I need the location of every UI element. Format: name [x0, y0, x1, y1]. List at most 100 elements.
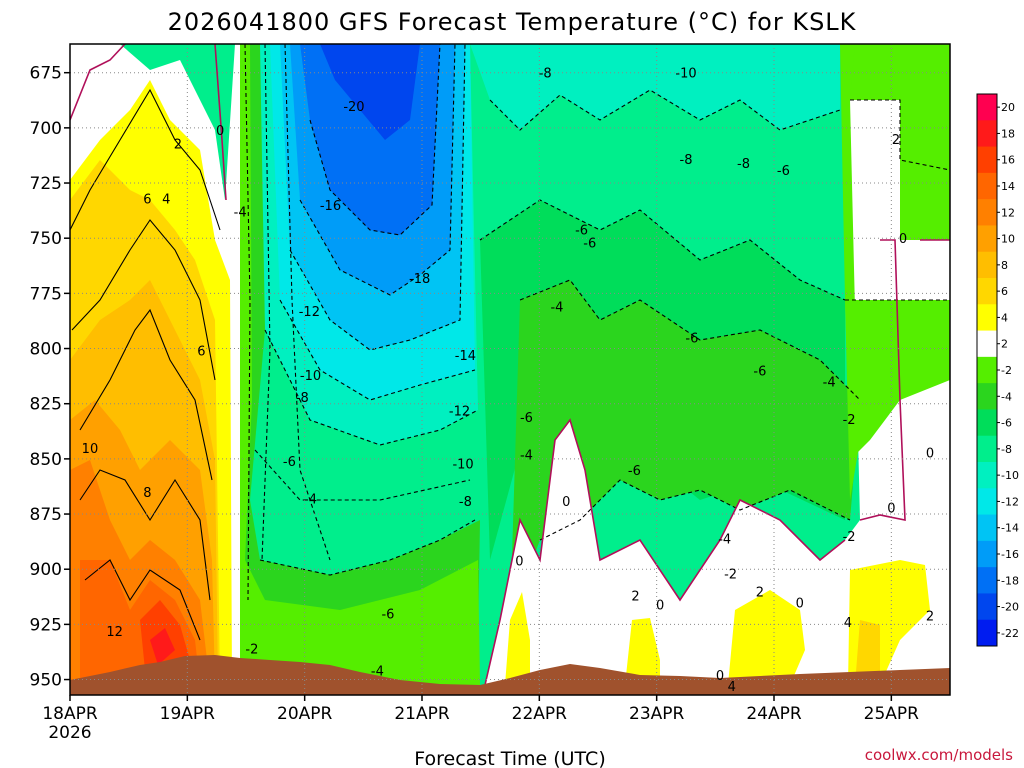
colorbar-tick-label: 4 — [1001, 311, 1008, 324]
x-tick-label: 24APR — [746, 704, 802, 724]
colorbar-swatch — [977, 304, 997, 332]
cold-pool-minus-22 — [320, 44, 420, 140]
colorbar-tick-label: 8 — [1001, 259, 1008, 272]
contour-label: 0 — [562, 495, 570, 510]
colorbar-swatch — [977, 225, 997, 253]
y-tick-label: 700 — [30, 119, 62, 139]
y-tick-label: 950 — [30, 671, 62, 691]
contour-label: -8 — [737, 157, 750, 172]
orange-pocket-right — [855, 620, 880, 685]
yellow-pockets-right-2 — [625, 618, 660, 685]
colorbar-swatch — [977, 330, 997, 358]
contour-label: 4 — [844, 616, 852, 631]
colorbar-swatch — [977, 94, 997, 121]
x-tick-label: 25APR — [864, 704, 920, 724]
colorbar-swatch — [977, 356, 997, 384]
contour-label: -2 — [843, 530, 856, 545]
contour-label: 4 — [162, 192, 170, 207]
contour-label: 0 — [515, 554, 523, 569]
colorbar-tick-label: 18 — [1001, 127, 1015, 140]
colorbar-swatch — [977, 146, 997, 174]
contour-label: -4 — [520, 448, 533, 463]
yellow-pockets-right-3 — [728, 590, 805, 685]
contour-label: -6 — [283, 455, 296, 470]
terrain — [70, 655, 950, 695]
contour-label: -12 — [299, 305, 320, 320]
colorbar-swatch — [977, 199, 997, 226]
y-tick-label: 750 — [30, 229, 62, 249]
contour-label: 0 — [216, 124, 224, 139]
gridlines — [70, 44, 950, 695]
colorbar-tick-label: 20 — [1001, 101, 1015, 114]
y-tick-label: 875 — [30, 505, 62, 525]
contour-label: 2 — [892, 133, 900, 148]
contour-label: -8 — [680, 153, 693, 168]
contour-label: -4 — [718, 532, 731, 547]
colorbar-tick-label: -6 — [1001, 417, 1012, 430]
contour-label: -4 — [823, 376, 836, 391]
band-minus-10-right — [470, 44, 840, 130]
x-tick-label: 21APR — [394, 704, 450, 724]
contour-label: -6 — [628, 464, 641, 479]
contour-label: -2 — [245, 643, 258, 658]
colorbar-tick-label: 16 — [1001, 154, 1015, 167]
contour-label: 0 — [899, 232, 907, 247]
contour-label: 0 — [716, 669, 724, 684]
contour-field — [70, 44, 950, 695]
colorbar-swatch — [977, 567, 997, 594]
contour-label: 10 — [82, 442, 99, 457]
contour-label: -6 — [575, 223, 588, 238]
contour-label: -6 — [685, 332, 698, 347]
plot-frame — [69, 43, 951, 696]
contour-label: -10 — [300, 369, 321, 384]
colorbar-tick-label: 6 — [1001, 285, 1008, 298]
contour-label: -2 — [724, 568, 737, 583]
contour-label: 0 — [656, 599, 664, 614]
contour-label: 2 — [756, 585, 764, 600]
contour-label: -10 — [675, 67, 696, 82]
contour-label: -16 — [320, 199, 341, 214]
contour-label: -4 — [234, 206, 247, 221]
colorbar-tick-label: -2 — [1001, 364, 1012, 377]
contour-label: 4 — [728, 680, 736, 695]
contour-label: 2 — [631, 590, 639, 605]
colorbar-tick-label: 12 — [1001, 206, 1015, 219]
band-minus-2-left — [235, 44, 480, 685]
y-tick-label: 725 — [30, 174, 62, 194]
x-tick-label: 20APR — [277, 704, 333, 724]
contour-label: 8 — [143, 486, 151, 501]
green-right-pocket — [845, 300, 950, 460]
contour-label: 0 — [887, 501, 895, 516]
colorbar-swatch — [977, 540, 997, 568]
colorbar-swatch — [977, 488, 997, 516]
colorbar-swatch — [977, 251, 997, 279]
contour-label: -14 — [455, 349, 476, 364]
colorbar-tick-label: 10 — [1001, 233, 1015, 246]
colorbar-swatch — [977, 514, 997, 542]
x-axis-label: Forecast Time (UTC) — [414, 748, 605, 768]
colorbar-swatch — [977, 120, 997, 148]
x-tick-label: 23APR — [629, 704, 685, 724]
colorbar-swatch — [977, 278, 997, 305]
yellow-pockets-right-1 — [505, 592, 530, 685]
contour-label: -8 — [296, 391, 309, 406]
colorbar-swatch — [977, 172, 997, 200]
colorbar: 20 18 16 14 12 10 8 6 4 2 -2 -4 -6 -8 -10 -12 -14 -16 -18 -… — [976, 93, 1019, 647]
warm-16-18 — [150, 628, 175, 665]
contour-label: -4 — [371, 665, 384, 680]
x-tick-label: 22APR — [512, 704, 568, 724]
contour-label: 0 — [926, 446, 934, 461]
contour-label: 12 — [106, 625, 123, 640]
contour-label: -10 — [452, 457, 473, 472]
contour-label: -4 — [304, 493, 317, 508]
contour-label: -20 — [343, 100, 364, 115]
colorbar-swatch — [977, 462, 997, 489]
y-tick-label: 900 — [30, 560, 62, 580]
contour-labels: 206 4-4610812-20-16-18-12-10-14-12-8-10-8… — [82, 67, 935, 695]
credit-link[interactable]: coolwx.com/models — [865, 746, 1013, 764]
contour-label: -6 — [381, 607, 394, 622]
x-tick-label: 18APR — [42, 704, 98, 724]
contour-label: 0 — [796, 596, 804, 611]
colorbar-swatch — [977, 435, 997, 463]
